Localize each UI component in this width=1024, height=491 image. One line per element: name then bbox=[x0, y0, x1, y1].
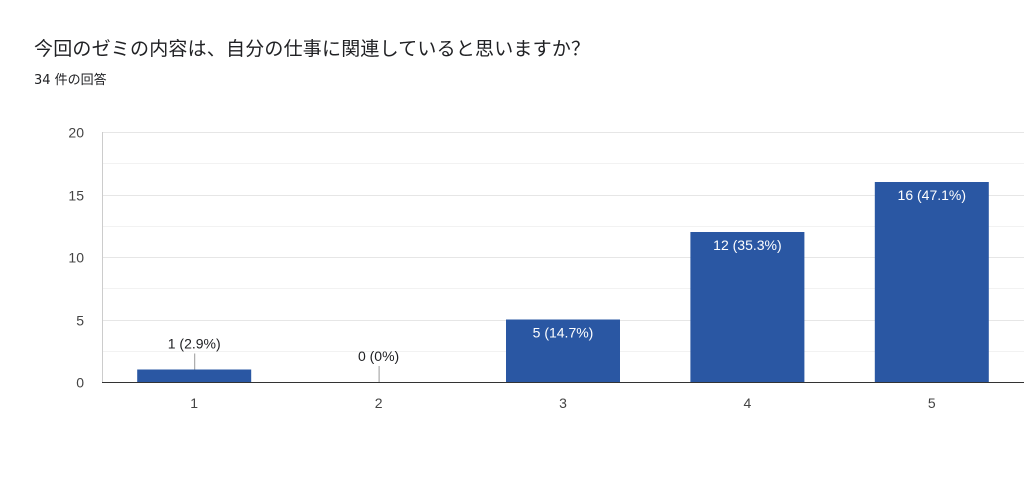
y-tick-label: 10 bbox=[68, 250, 84, 266]
bar bbox=[506, 319, 620, 382]
question-title: 今回のゼミの内容は、自分の仕事に関連していると思いますか？ bbox=[34, 38, 591, 60]
data-label: 16 (47.1%) bbox=[898, 187, 966, 203]
bar bbox=[137, 369, 252, 382]
data-label: 1 (2.9%) bbox=[168, 336, 221, 352]
x-tick-label: 3 bbox=[559, 395, 567, 411]
x-tick-label: 4 bbox=[744, 395, 752, 411]
data-label: 0 (0%) bbox=[358, 348, 399, 364]
y-tick-label: 20 bbox=[68, 125, 84, 141]
x-tick-label: 5 bbox=[928, 395, 936, 411]
y-tick-label: 5 bbox=[76, 313, 84, 329]
data-label: 12 (35.3%) bbox=[713, 237, 781, 253]
bar bbox=[874, 182, 989, 382]
y-tick-label: 0 bbox=[76, 375, 84, 391]
y-tick-label: 15 bbox=[68, 188, 84, 204]
data-label: 5 (14.7%) bbox=[533, 325, 594, 341]
x-tick-label: 1 bbox=[190, 395, 198, 411]
bar bbox=[690, 232, 805, 382]
response-count: 34 件の回答 bbox=[34, 73, 107, 88]
x-tick-label: 2 bbox=[375, 395, 383, 411]
